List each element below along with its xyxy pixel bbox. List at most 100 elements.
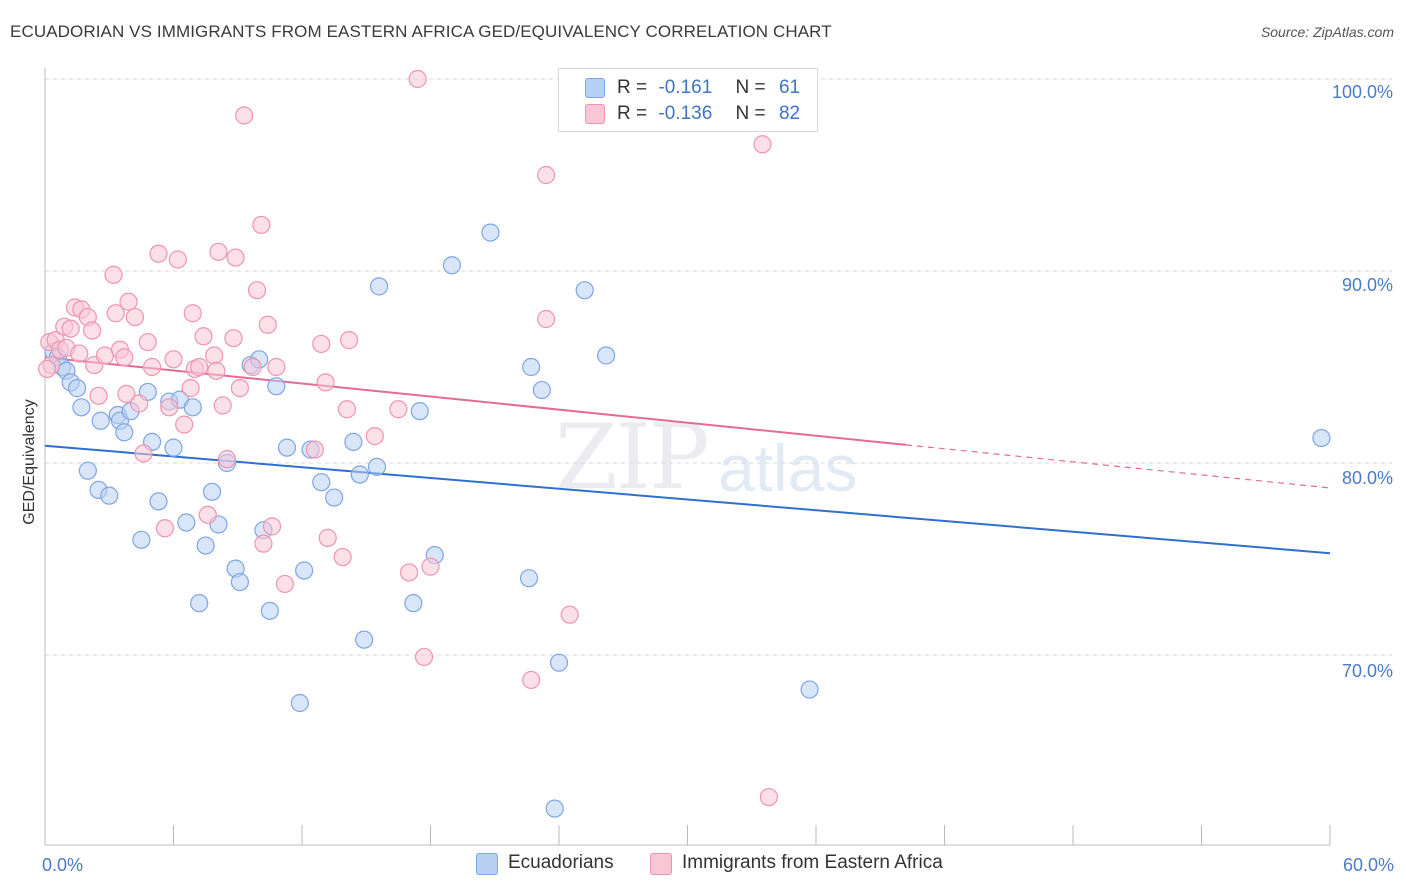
ecuadorian-point (78, 461, 97, 480)
bottom-legend-swatch-blue (476, 853, 498, 875)
ecuadorian-point (597, 346, 616, 365)
ecuadorian-trend-line (44, 444, 1331, 555)
immigrant-point (61, 319, 80, 338)
immigrant-point (226, 248, 245, 267)
immigrant-point (198, 505, 217, 524)
immigrant-point (205, 346, 224, 365)
immigrant-point (209, 242, 228, 261)
immigrant-point (389, 400, 408, 419)
immigrant-point (262, 517, 282, 536)
immigrant-point (125, 307, 145, 327)
stats-legend: R = -0.161 N = 61 R = -0.136 N = 82 (558, 68, 818, 132)
label-layer: 100.0% 90.0% 80.0% 70.0% 0.0% 60.0% GED/Equiva… (21, 82, 1394, 875)
immigrant-point (365, 427, 384, 446)
ecuadorian-point (442, 256, 462, 275)
points-layer (38, 69, 1331, 818)
ecuadorian-point (800, 680, 819, 699)
bottom-legend-label: Ecuadorians (508, 852, 614, 873)
immigrant-point (759, 787, 778, 807)
ecuadorian-point (532, 380, 551, 400)
ecuadorian-point (522, 357, 541, 377)
immigrant-point (142, 357, 162, 377)
immigrant-point (38, 359, 57, 379)
immigrant-point (190, 357, 209, 377)
immigrant-point (224, 329, 243, 348)
immigrant-point (70, 344, 89, 363)
immigrant-point (560, 605, 579, 624)
immigrant-point (318, 528, 337, 547)
legend-r-value: -0.136 (658, 103, 713, 124)
ecuadorian-point (404, 594, 423, 613)
immigrant-point (337, 400, 357, 419)
legend-swatch-pink (585, 104, 605, 124)
x-tick-label: 0.0% (42, 855, 83, 875)
immigrant-point (753, 135, 772, 154)
ecuadorian-point (1312, 428, 1331, 448)
y-axis-title: GED/Equivalency (21, 399, 38, 524)
legend-r-label: R = (617, 103, 648, 124)
immigrant-point (537, 165, 556, 185)
bottom-legend-swatch-pink (650, 853, 672, 875)
immigrant-point (175, 415, 194, 434)
immigrant-point (83, 321, 102, 340)
immigrant-point (104, 265, 123, 284)
ecuadorian-point (202, 482, 222, 501)
immigrant-point (243, 357, 262, 377)
immigrant-point (115, 348, 134, 367)
immigrant-point (316, 373, 335, 392)
legend-n-value: 82 (778, 103, 801, 124)
ecuadorian-point (325, 488, 344, 507)
ecuadorian-point (68, 379, 87, 398)
immigrant-point (230, 379, 249, 398)
y-tick-label: 80.0% (1342, 468, 1393, 488)
immigrant-point (275, 574, 294, 594)
ecuadorian-point (149, 492, 168, 511)
ecuadorian-point (410, 402, 429, 421)
ecuadorian-point (100, 486, 119, 505)
ecuadorian-point (230, 572, 249, 592)
immigrant-point (213, 396, 232, 415)
ecuadorian-point (91, 411, 110, 430)
immigrant-point (168, 250, 187, 269)
ecuadorian-point (164, 438, 183, 457)
ecuadorian-point (481, 223, 500, 242)
ecuadorian-point (267, 377, 286, 396)
immigrant-point (149, 244, 168, 263)
ecuadorian-point (545, 799, 564, 818)
source-label: Source: ZipAtlas.com (1260, 24, 1394, 40)
ecuadorian-point (115, 423, 134, 442)
ecuadorian-point (344, 432, 363, 451)
ecuadorian-point (312, 473, 331, 492)
immigrant-point (217, 450, 237, 469)
immigrant-point (414, 647, 434, 667)
chart-title: ECUADORIAN VS IMMIGRANTS FROM EASTERN AF… (10, 22, 832, 41)
ecuadorian-point (132, 530, 151, 549)
ecuadorian-point (277, 438, 297, 457)
ecuadorian-point (177, 513, 196, 532)
immigrant-point (194, 327, 213, 346)
y-tick-label: 90.0% (1342, 275, 1393, 295)
ecuadorian-point (549, 653, 569, 672)
legend-swatch-blue (585, 78, 605, 98)
immigrant-point (252, 215, 271, 235)
y-tick-label: 70.0% (1342, 661, 1393, 681)
immigrant-point (254, 534, 273, 553)
immigrant-point (537, 309, 556, 329)
immigrant-point (181, 379, 200, 398)
immigrant-point (333, 547, 352, 567)
ecuadorian-point (295, 561, 314, 580)
ecuadorian-point (367, 457, 387, 476)
immigrant-point (155, 519, 175, 538)
bottom-legend-label: Immigrants from Eastern Africa (682, 852, 943, 873)
immigrant-point (312, 334, 331, 354)
immigrant-point (119, 292, 138, 311)
immigrant-point (183, 304, 202, 323)
immigrant-point (267, 357, 286, 377)
immigrant-point (164, 350, 183, 369)
ecuadorian-point (355, 630, 374, 649)
immigrant-point (421, 557, 440, 576)
watermark-atlas: atlas (718, 431, 858, 505)
immigrant-point (247, 281, 267, 300)
ecuadorian-point (183, 398, 202, 417)
legend-r-label: R = (617, 77, 648, 98)
